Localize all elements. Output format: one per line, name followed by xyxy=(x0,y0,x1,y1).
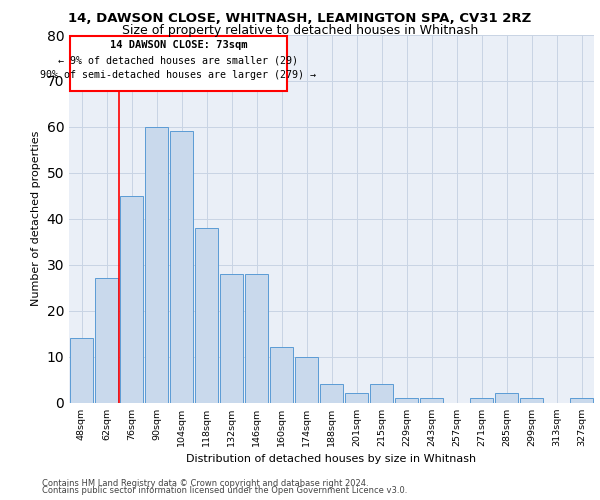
Bar xyxy=(470,398,493,402)
Bar xyxy=(120,196,143,402)
FancyBboxPatch shape xyxy=(70,36,287,91)
Bar xyxy=(495,394,518,402)
Bar xyxy=(245,274,268,402)
Text: 14 DAWSON CLOSE: 73sqm: 14 DAWSON CLOSE: 73sqm xyxy=(110,40,247,50)
Bar xyxy=(220,274,243,402)
Bar xyxy=(170,132,193,402)
Bar xyxy=(70,338,93,402)
Text: Contains public sector information licensed under the Open Government Licence v3: Contains public sector information licen… xyxy=(42,486,407,495)
Bar xyxy=(195,228,218,402)
Bar xyxy=(345,394,368,402)
Bar xyxy=(370,384,393,402)
Y-axis label: Number of detached properties: Number of detached properties xyxy=(31,131,41,306)
Bar xyxy=(95,278,118,402)
Bar xyxy=(145,127,168,402)
Bar xyxy=(520,398,543,402)
Text: 90% of semi-detached houses are larger (279) →: 90% of semi-detached houses are larger (… xyxy=(40,70,316,81)
Bar xyxy=(270,348,293,403)
Text: ← 9% of detached houses are smaller (29): ← 9% of detached houses are smaller (29) xyxy=(58,56,298,66)
Text: 14, DAWSON CLOSE, WHITNASH, LEAMINGTON SPA, CV31 2RZ: 14, DAWSON CLOSE, WHITNASH, LEAMINGTON S… xyxy=(68,12,532,26)
Bar xyxy=(320,384,343,402)
Bar xyxy=(395,398,418,402)
Text: Size of property relative to detached houses in Whitnash: Size of property relative to detached ho… xyxy=(122,24,478,37)
Text: Contains HM Land Registry data © Crown copyright and database right 2024.: Contains HM Land Registry data © Crown c… xyxy=(42,478,368,488)
Bar xyxy=(420,398,443,402)
X-axis label: Distribution of detached houses by size in Whitnash: Distribution of detached houses by size … xyxy=(187,454,476,464)
Bar xyxy=(295,356,318,403)
Bar xyxy=(570,398,593,402)
